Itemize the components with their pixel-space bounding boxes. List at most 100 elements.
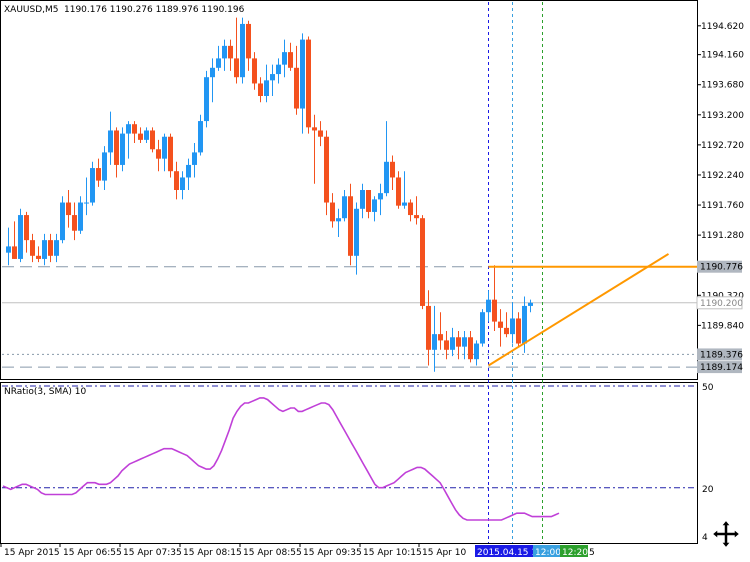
candles — [6, 17, 533, 372]
candle-body — [396, 177, 401, 206]
candle-body — [96, 168, 101, 181]
candle-body — [354, 208, 359, 256]
candle-body — [420, 218, 425, 306]
level-price-tag — [697, 361, 742, 374]
candle-body — [408, 202, 413, 216]
candle-body — [30, 240, 35, 256]
price-tick-label: 1194.160 — [701, 51, 744, 61]
candle-body — [126, 124, 131, 134]
candle-body — [66, 202, 71, 216]
indicator-panel-frame — [0, 382, 698, 544]
price-tick-label: 1193.680 — [701, 81, 744, 91]
candle-body — [228, 45, 233, 59]
candle-body — [204, 77, 209, 122]
time-tick-label: 5 — [589, 548, 595, 558]
level-price-label: 1190.776 — [700, 263, 743, 273]
candle-body — [186, 164, 191, 178]
candle-body — [144, 130, 149, 140]
candle-body — [138, 133, 143, 140]
candle-body — [198, 121, 203, 153]
candle-body — [444, 340, 449, 350]
price-panel-frame — [0, 0, 698, 380]
candle-body — [216, 58, 221, 68]
time-marker-box — [533, 545, 561, 557]
candle-body — [222, 45, 227, 59]
candle-body — [348, 196, 353, 256]
indicator-level-label: 4 — [702, 533, 708, 543]
price-tick-label: 1192.240 — [701, 171, 744, 181]
current-price-label: 1190.200 — [700, 299, 743, 309]
candle-body — [36, 255, 41, 259]
candle-body — [342, 196, 347, 219]
vertical-markers — [488, 2, 543, 543]
candle-body — [42, 240, 47, 259]
candle-body — [72, 215, 77, 231]
candle-body — [414, 215, 419, 219]
candle-body — [108, 130, 113, 153]
candle-body — [120, 133, 125, 165]
trendline — [487, 253, 670, 367]
axis-layer: 1194.620 1194.160 1193.680 1193.200 1192.720… — [0, 22, 744, 558]
candle-body — [270, 74, 275, 81]
time-tick-label: 15 Apr 2015 — [4, 548, 60, 558]
price-tick-label: 1190.320 — [701, 291, 744, 301]
price-tick-label: 1191.760 — [701, 201, 744, 211]
level-price-label: 1189.376 — [700, 350, 743, 360]
candle-body — [114, 130, 119, 165]
candle-body — [246, 23, 251, 59]
current-price-tag — [696, 296, 743, 310]
price-tick-label: 1194.620 — [701, 22, 744, 32]
candle-body — [156, 149, 161, 159]
candle-body — [132, 124, 137, 134]
candle-body — [264, 80, 269, 96]
candle-body — [318, 130, 323, 137]
candle-body — [528, 302, 533, 306]
price-tick-label: 1193.200 — [701, 111, 744, 121]
candle-body — [24, 215, 29, 241]
candle-body — [336, 218, 341, 222]
candle-body — [288, 52, 293, 68]
indicator-layer — [2, 385, 697, 521]
candle-body — [510, 318, 515, 335]
candle-body — [522, 305, 527, 344]
level-price-tag — [697, 260, 742, 273]
candle-body — [60, 202, 65, 241]
price-tick-label: 1192.720 — [701, 141, 744, 151]
candle-body — [384, 161, 389, 194]
candle-body — [18, 215, 23, 259]
candle-body — [168, 136, 173, 172]
time-marker-box — [475, 545, 534, 557]
candle-body — [456, 337, 461, 347]
candle-body — [468, 337, 473, 360]
candle-body — [180, 177, 185, 190]
candle-body — [174, 171, 179, 190]
candle-body — [78, 202, 83, 231]
time-tick-label: 15 Apr 06:55 — [63, 548, 122, 558]
candle-body — [492, 299, 497, 322]
time-tick-label: 15 Apr 09:35 — [303, 548, 362, 558]
candle-body — [210, 67, 215, 78]
candle-body — [504, 327, 509, 335]
time-tick-label: 15 Apr 08:15 — [183, 548, 242, 558]
time-tick-label: 15 Apr 08:55 — [243, 548, 302, 558]
candle-body — [54, 240, 59, 256]
candle-body — [486, 299, 491, 313]
candle-body — [234, 58, 239, 78]
candle-body — [330, 202, 335, 222]
candle-body — [294, 67, 299, 109]
indicator-level-label: 20 — [702, 485, 714, 495]
candle-body — [252, 58, 257, 84]
time-marker-box — [560, 545, 588, 557]
candle-body — [162, 136, 167, 159]
candle-body — [192, 152, 197, 165]
candle-body — [498, 321, 503, 328]
candle-body — [12, 246, 17, 259]
candle-body — [312, 127, 317, 131]
level-price-tag — [697, 348, 742, 361]
indicator-title: NRatio(3, SMA) 10 — [4, 387, 87, 397]
candle-body — [432, 334, 437, 350]
trendline-layer — [487, 253, 697, 367]
candle-body — [462, 337, 467, 347]
candle-body — [390, 161, 395, 178]
indicator-line — [2, 397, 560, 521]
